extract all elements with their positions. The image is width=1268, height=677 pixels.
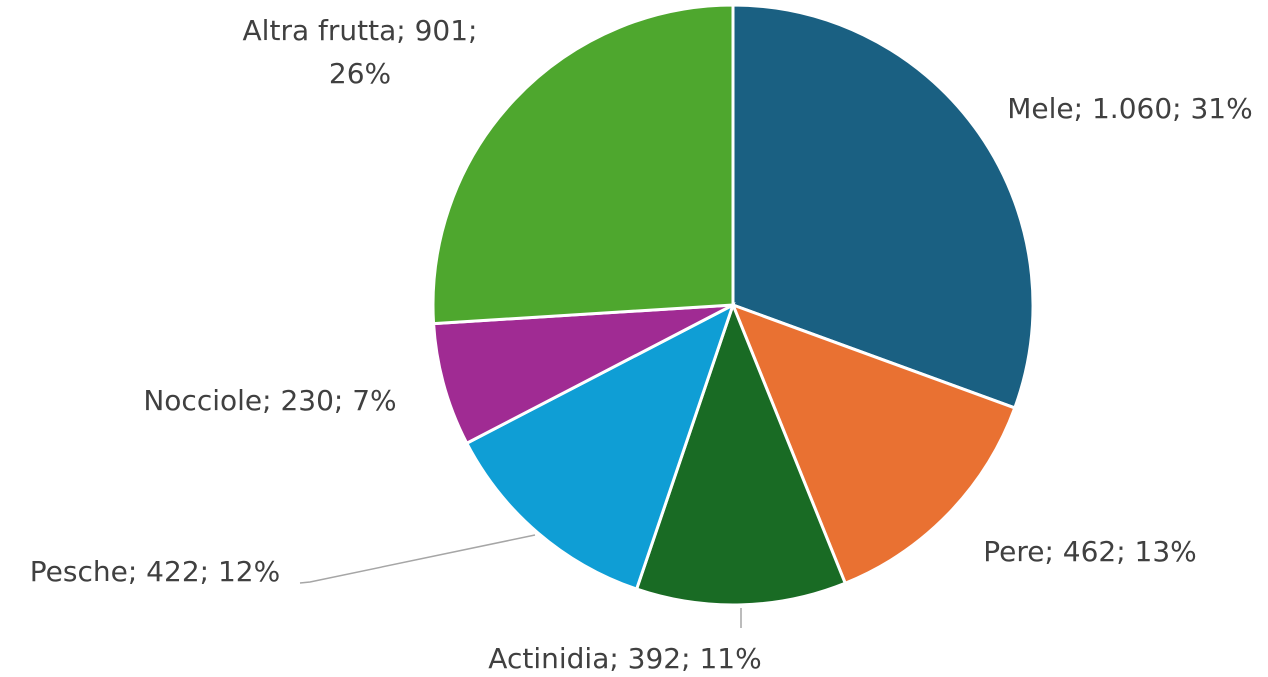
pie-slice <box>634 300 848 607</box>
data-label: Mele; 1.060; 31% <box>1007 92 1252 125</box>
data-label: Pere; 462; 13% <box>983 535 1197 568</box>
pie-slice <box>730 302 1017 586</box>
leader-line <box>299 534 536 584</box>
pie-slice <box>464 301 736 591</box>
pie-slice <box>431 3 735 326</box>
data-label: Altra frutta; 901; 26% <box>243 14 478 90</box>
data-label: Actinidia; 392; 11% <box>488 642 761 675</box>
data-label: Nocciole; 230; 7% <box>143 384 396 417</box>
pie-slice <box>731 3 1035 410</box>
pie-slice <box>431 303 734 446</box>
data-label: Pesche; 422; 12% <box>30 555 280 588</box>
